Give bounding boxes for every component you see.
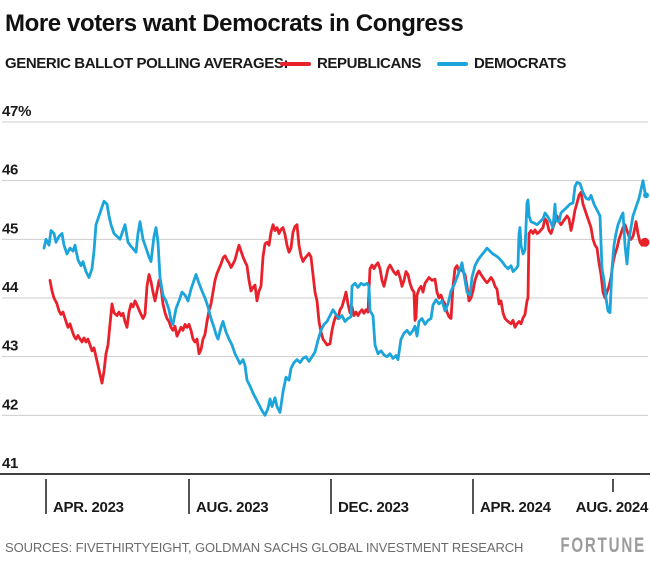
legend-label: GENERIC BALLOT POLLING AVERAGES: [5, 55, 289, 72]
legend-republicans-label: REPUBLICANS [317, 55, 421, 72]
fortune-logo: FORTUNE [560, 534, 646, 557]
series-end-dot-republicans [640, 237, 650, 247]
legend-item-democrats: DEMOCRATS [437, 55, 566, 72]
x-axis-label: DEC. 2023 [338, 499, 409, 516]
republicans-line-swatch-icon [280, 61, 311, 66]
legend-democrats-label: DEMOCRATS [474, 55, 566, 72]
y-axis-label: 42 [2, 396, 18, 413]
x-axis-label: AUG. 2023 [196, 499, 268, 516]
y-axis-label: 43 [2, 338, 18, 355]
y-axis-label: 45 [2, 220, 18, 237]
x-axis-label: APR. 2024 [480, 499, 552, 516]
democrats-line-swatch-icon [437, 61, 468, 66]
x-axis-label: APR. 2023 [53, 499, 124, 516]
series-end-dot-democrats [643, 192, 649, 199]
source-text: SOURCES: FIVETHIRTYEIGHT, GOLDMAN SACHS … [5, 540, 524, 555]
y-axis-label: 46 [2, 162, 18, 179]
legend-item-republicans: REPUBLICANS [280, 55, 421, 72]
y-axis-label: 41 [2, 455, 18, 472]
series-line-democrats [42, 179, 648, 417]
y-axis-label: 44 [2, 279, 19, 296]
page-title: More voters want Democrats in Congress [5, 10, 464, 37]
y-axis-label: 47% [2, 103, 31, 120]
legend: GENERIC BALLOT POLLING AVERAGES: REPUBLI… [0, 54, 650, 74]
x-axis-label: AUG. 2024 [576, 499, 649, 516]
